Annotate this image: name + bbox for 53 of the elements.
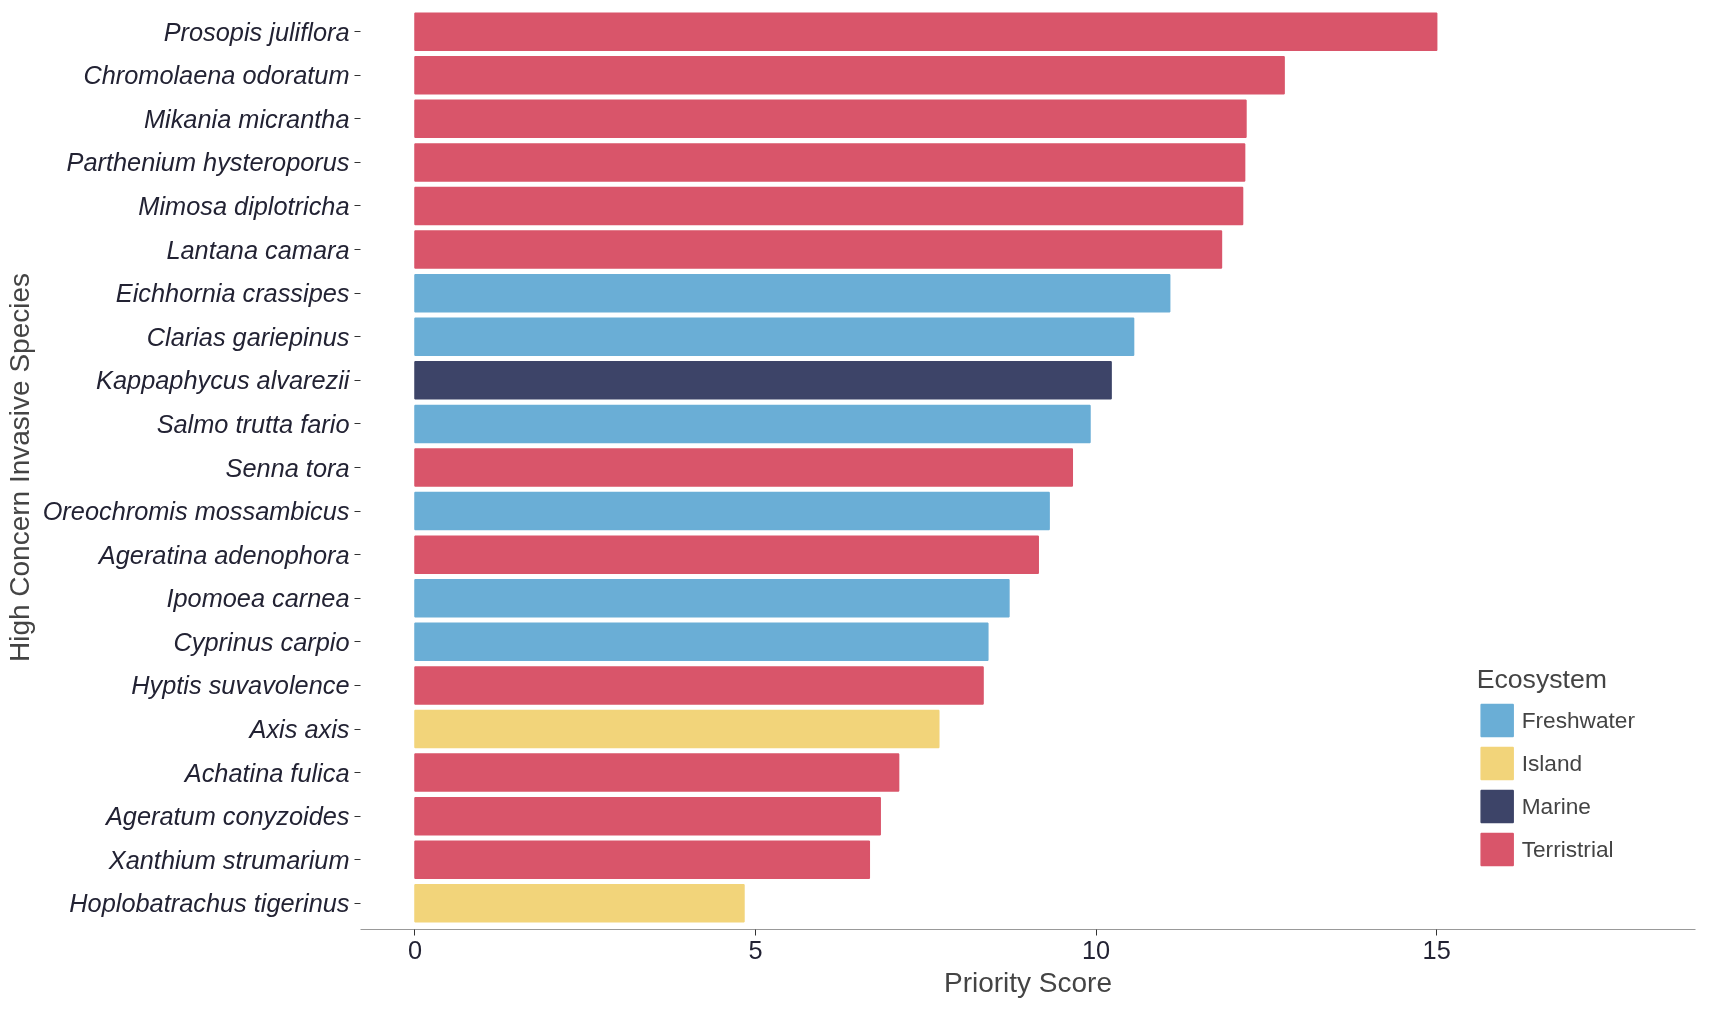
bar xyxy=(414,99,1247,139)
y-tick-label: Mimosa diplotricha xyxy=(138,191,350,220)
bar xyxy=(414,753,900,792)
y-tick-label: Eichhornia crassipes xyxy=(115,279,350,308)
legend-label: Island xyxy=(1521,748,1583,778)
bar xyxy=(414,535,1039,574)
bar xyxy=(414,709,940,749)
bar xyxy=(414,55,1285,95)
bar xyxy=(414,186,1244,226)
bar xyxy=(414,361,1112,400)
bar xyxy=(414,404,1091,444)
bar xyxy=(414,12,1438,51)
y-tick-label: Parthenium hysteroporus xyxy=(66,148,350,177)
y-tick-label: Ageratina adenophora xyxy=(96,540,350,569)
y-tick-label: Mikania micrantha xyxy=(143,104,350,133)
y-tick-label: Xanthium strumarium xyxy=(107,845,350,874)
bar xyxy=(414,622,989,662)
y-tick-label: Axis axis xyxy=(247,715,350,744)
y-tick-label: Hyptis suvavolence xyxy=(131,671,350,700)
bar xyxy=(414,840,871,880)
x-tick-label: 5 xyxy=(748,935,763,964)
y-tick-label: Kappaphycus alvarezii xyxy=(96,366,351,395)
y-tick-label: Chromolaena odoratum xyxy=(83,61,350,90)
legend-label: Freshwater xyxy=(1521,705,1635,735)
y-axis-title: High Concern Invasive Species xyxy=(3,272,35,663)
x-tick-label: 15 xyxy=(1422,935,1451,964)
bar xyxy=(414,666,984,705)
y-tick-label: Clarias gariepinus xyxy=(146,322,350,351)
y-tick-label: Prosopis juliflora xyxy=(163,17,350,46)
y-tick-label: Achatina fulica xyxy=(182,758,350,787)
y-tick-label: Cyprinus carpio xyxy=(173,627,350,656)
y-tick-label: Lantana camara xyxy=(166,235,350,264)
bar xyxy=(414,143,1246,182)
bar xyxy=(414,273,1171,313)
y-tick-label: Ipomoea carnea xyxy=(166,584,350,613)
bar xyxy=(414,230,1223,269)
legend-title: Ecosystem xyxy=(1476,664,1609,695)
bar xyxy=(414,884,745,923)
bar xyxy=(414,317,1135,357)
bar xyxy=(414,796,881,836)
bar xyxy=(414,578,1010,618)
bar xyxy=(414,448,1074,487)
y-tick-label: Hoplobatrachus tigerinus xyxy=(69,889,350,918)
bar xyxy=(414,491,1050,531)
legend-label: Terristrial xyxy=(1521,834,1614,864)
y-tick-label: Ageratum conyzoides xyxy=(103,802,350,831)
legend-label: Marine xyxy=(1521,791,1591,821)
x-axis-title: Priority Score xyxy=(943,966,1113,998)
y-tick-label: Senna tora xyxy=(225,453,350,482)
x-tick-label: 10 xyxy=(1082,935,1111,964)
x-tick-label: 0 xyxy=(407,935,423,964)
y-tick-label: Salmo trutta fario xyxy=(156,409,350,438)
y-tick-label: Oreochromis mossambicus xyxy=(42,497,350,526)
